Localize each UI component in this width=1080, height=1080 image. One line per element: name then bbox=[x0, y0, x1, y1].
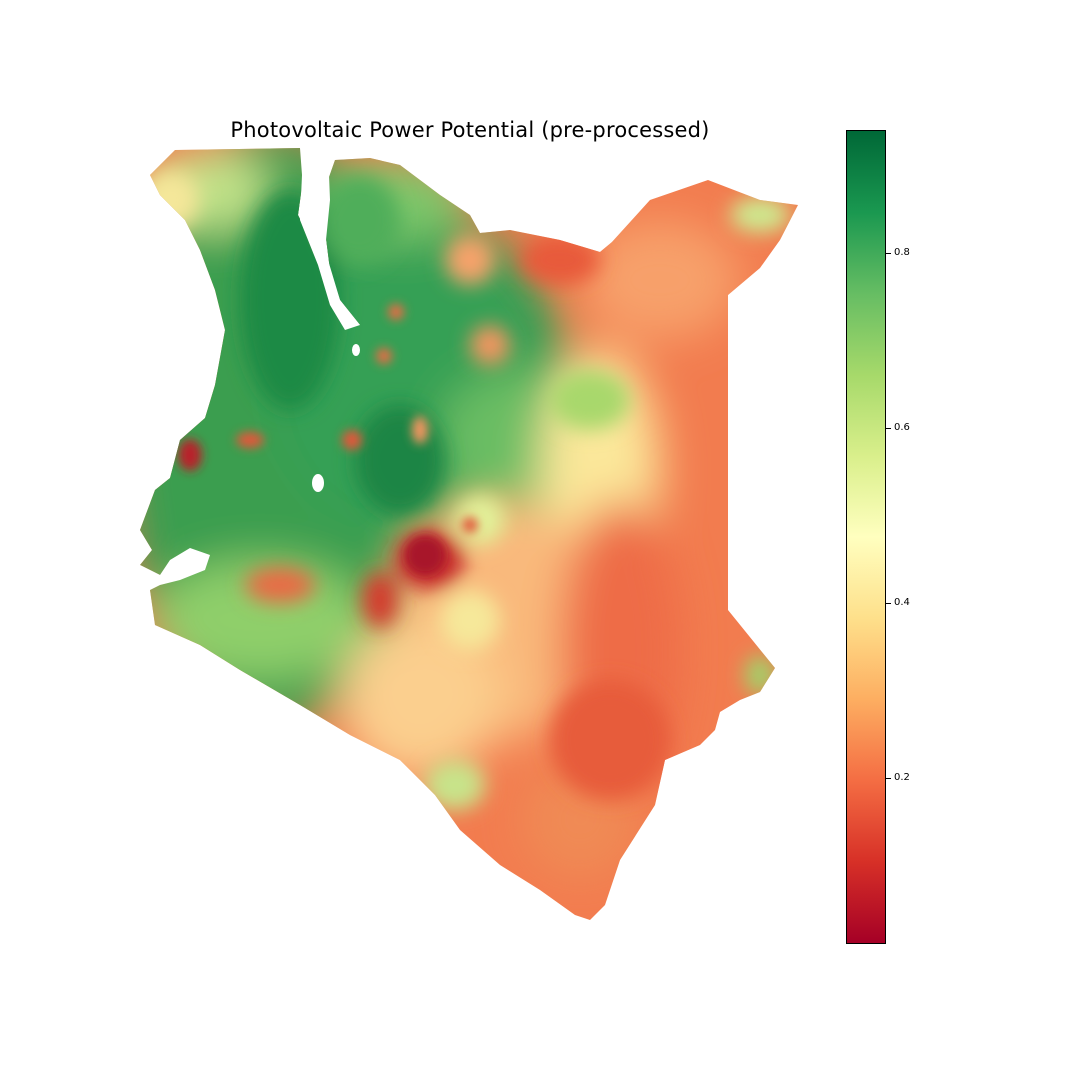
lake-turkana bbox=[300, 148, 360, 330]
colorbar bbox=[846, 130, 886, 944]
no-data-spot bbox=[352, 344, 360, 356]
colorbar-tick-label: 0.8 bbox=[894, 246, 910, 258]
lake-baringo bbox=[312, 474, 324, 492]
colorbar-tick bbox=[886, 252, 891, 254]
colorbar-tick-label: 0.6 bbox=[894, 421, 910, 433]
colorbar-tick bbox=[886, 427, 891, 429]
map-title: Photovoltaic Power Potential (pre-proces… bbox=[230, 118, 710, 142]
kenya-raster bbox=[140, 148, 798, 920]
colorbar-tick-label: 0.4 bbox=[894, 596, 910, 608]
lake-victoria-gap bbox=[140, 548, 210, 590]
colorbar-tick-label: 0.2 bbox=[894, 771, 910, 783]
colorbar-tick bbox=[886, 777, 891, 779]
colorbar-tick bbox=[886, 602, 891, 604]
